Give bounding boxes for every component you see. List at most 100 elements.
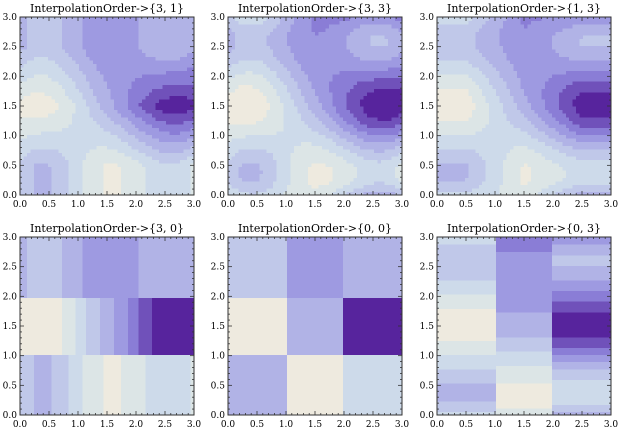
density-cell bbox=[173, 70, 178, 75]
density-cell bbox=[342, 162, 347, 168]
density-cell bbox=[342, 49, 347, 54]
density-cell bbox=[328, 52, 333, 57]
density-cell bbox=[346, 106, 351, 111]
density-cell bbox=[89, 191, 94, 196]
density-cell bbox=[100, 106, 105, 111]
density-cell bbox=[58, 173, 63, 178]
density-cell bbox=[113, 173, 119, 178]
density-cell bbox=[294, 148, 299, 153]
density-cell bbox=[107, 88, 112, 93]
density-cell bbox=[377, 134, 382, 139]
density-cell bbox=[356, 123, 361, 128]
density-cell bbox=[96, 59, 101, 64]
density-cell bbox=[183, 20, 188, 25]
density-cell bbox=[266, 38, 271, 43]
density-cell bbox=[180, 134, 185, 139]
density-cell bbox=[113, 177, 119, 182]
density-cell bbox=[166, 159, 171, 164]
density-cell bbox=[231, 24, 236, 29]
density-cell bbox=[335, 130, 340, 136]
density-cell bbox=[44, 63, 49, 68]
density-cell bbox=[190, 170, 195, 175]
density-cell bbox=[131, 31, 136, 36]
density-cell bbox=[273, 91, 278, 96]
density-cell bbox=[342, 102, 347, 107]
density-cell bbox=[308, 177, 313, 182]
density-cell bbox=[145, 180, 150, 185]
density-cell bbox=[152, 120, 157, 125]
density-cell bbox=[113, 98, 119, 104]
density-cell bbox=[152, 38, 157, 43]
density-cell bbox=[86, 66, 91, 71]
density-cell bbox=[259, 49, 264, 54]
density-cell bbox=[79, 138, 84, 143]
density-cell bbox=[248, 20, 253, 25]
density-cell bbox=[283, 120, 288, 125]
density-cell bbox=[107, 84, 112, 89]
density-cell bbox=[315, 31, 320, 36]
density-cell bbox=[72, 170, 77, 175]
density-cell bbox=[342, 59, 347, 64]
density-cell bbox=[68, 84, 73, 89]
density-cell bbox=[65, 77, 70, 82]
density-cell bbox=[33, 177, 38, 182]
density-cell bbox=[388, 145, 393, 150]
density-cell bbox=[58, 56, 63, 61]
density-cell bbox=[72, 159, 77, 164]
density-cell bbox=[103, 52, 108, 57]
density-cell bbox=[259, 145, 264, 150]
density-cell bbox=[311, 56, 316, 61]
density-cell bbox=[148, 187, 153, 193]
density-cell bbox=[342, 170, 347, 175]
density-cell bbox=[297, 56, 302, 61]
density-cell bbox=[318, 91, 323, 96]
density-cell bbox=[349, 91, 354, 96]
density-cell bbox=[231, 109, 236, 114]
density-cell bbox=[370, 113, 375, 118]
density-cell bbox=[183, 88, 188, 93]
density-cell bbox=[89, 180, 94, 185]
density-cell bbox=[117, 145, 122, 150]
density-cell bbox=[356, 45, 361, 50]
density-cell bbox=[248, 113, 253, 118]
density-cell bbox=[318, 95, 323, 100]
density-cell bbox=[301, 77, 306, 82]
density-cell bbox=[120, 20, 125, 25]
density-cell bbox=[384, 191, 389, 196]
density-cell bbox=[61, 162, 66, 168]
density-cell bbox=[308, 34, 313, 39]
density-cell bbox=[127, 41, 132, 47]
density-cell bbox=[33, 73, 38, 79]
density-cell bbox=[162, 134, 167, 139]
density-cell bbox=[353, 52, 358, 57]
density-cell bbox=[148, 27, 153, 32]
density-cell bbox=[82, 88, 87, 93]
density-cell bbox=[276, 41, 281, 47]
density-cell bbox=[262, 120, 267, 125]
density-cell bbox=[283, 123, 288, 128]
density-cell bbox=[252, 66, 257, 71]
density-cell bbox=[79, 45, 84, 50]
density-cell bbox=[37, 191, 42, 196]
density-cell bbox=[370, 41, 375, 47]
density-cell bbox=[117, 63, 122, 68]
density-cell bbox=[280, 173, 285, 178]
density-cell bbox=[269, 38, 274, 43]
density-cell bbox=[124, 52, 129, 57]
density-cell bbox=[315, 73, 320, 79]
density-cell bbox=[283, 141, 288, 146]
density-cell bbox=[30, 73, 35, 79]
density-cell bbox=[315, 77, 320, 82]
density-cell bbox=[360, 113, 365, 118]
density-cell bbox=[356, 95, 361, 100]
density-cell bbox=[388, 73, 393, 79]
density-cell bbox=[318, 184, 323, 189]
density-cell bbox=[377, 155, 382, 160]
density-cell bbox=[384, 84, 389, 89]
density-cell bbox=[40, 134, 45, 139]
density-cell bbox=[388, 34, 393, 39]
density-cell bbox=[273, 180, 278, 185]
density-cell bbox=[259, 20, 264, 25]
density-cell bbox=[245, 177, 250, 182]
density-cell bbox=[262, 123, 267, 128]
